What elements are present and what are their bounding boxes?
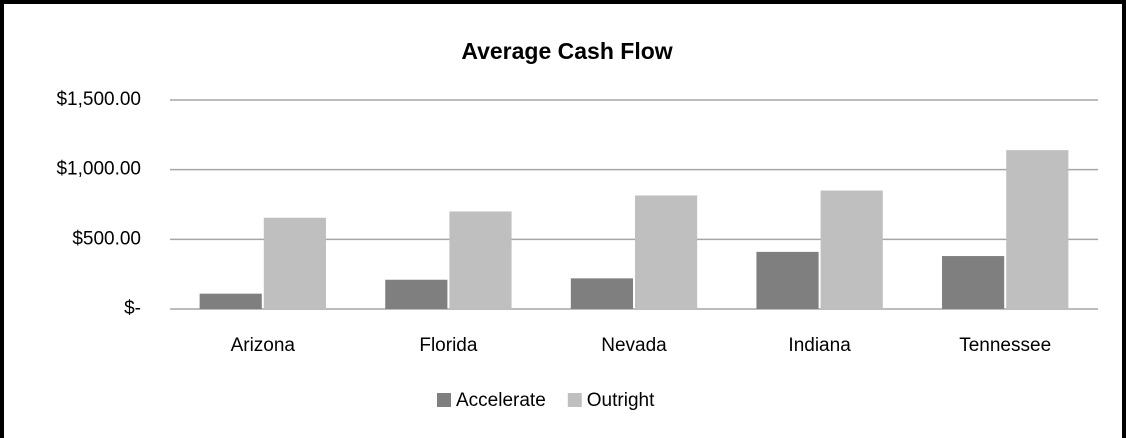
bar <box>263 217 326 309</box>
bar <box>449 211 512 309</box>
bar <box>756 251 819 309</box>
y-tick-label: $1,000.00 <box>56 159 141 180</box>
bar <box>942 256 1005 309</box>
x-tick-label: Nevada <box>601 335 667 356</box>
chart-title: Average Cash Flow <box>461 38 672 64</box>
x-tick-label: Florida <box>419 335 478 356</box>
bar <box>1006 150 1069 309</box>
bar <box>820 190 883 309</box>
bar <box>635 195 698 309</box>
y-tick-label: $1,500.00 <box>56 89 141 110</box>
legend-label: Accelerate <box>456 390 546 411</box>
bar <box>199 293 262 309</box>
x-tick-label: Tennessee <box>959 335 1051 356</box>
y-tick-label: $- <box>124 298 141 319</box>
legend-swatch <box>567 393 582 407</box>
bar <box>570 278 633 309</box>
legend-label: Outright <box>587 390 655 411</box>
x-tick-label: Indiana <box>788 335 851 356</box>
y-tick-label: $500.00 <box>72 228 141 249</box>
bar <box>385 279 448 309</box>
legend-swatch <box>437 393 451 407</box>
x-tick-label: Arizona <box>231 335 296 356</box>
